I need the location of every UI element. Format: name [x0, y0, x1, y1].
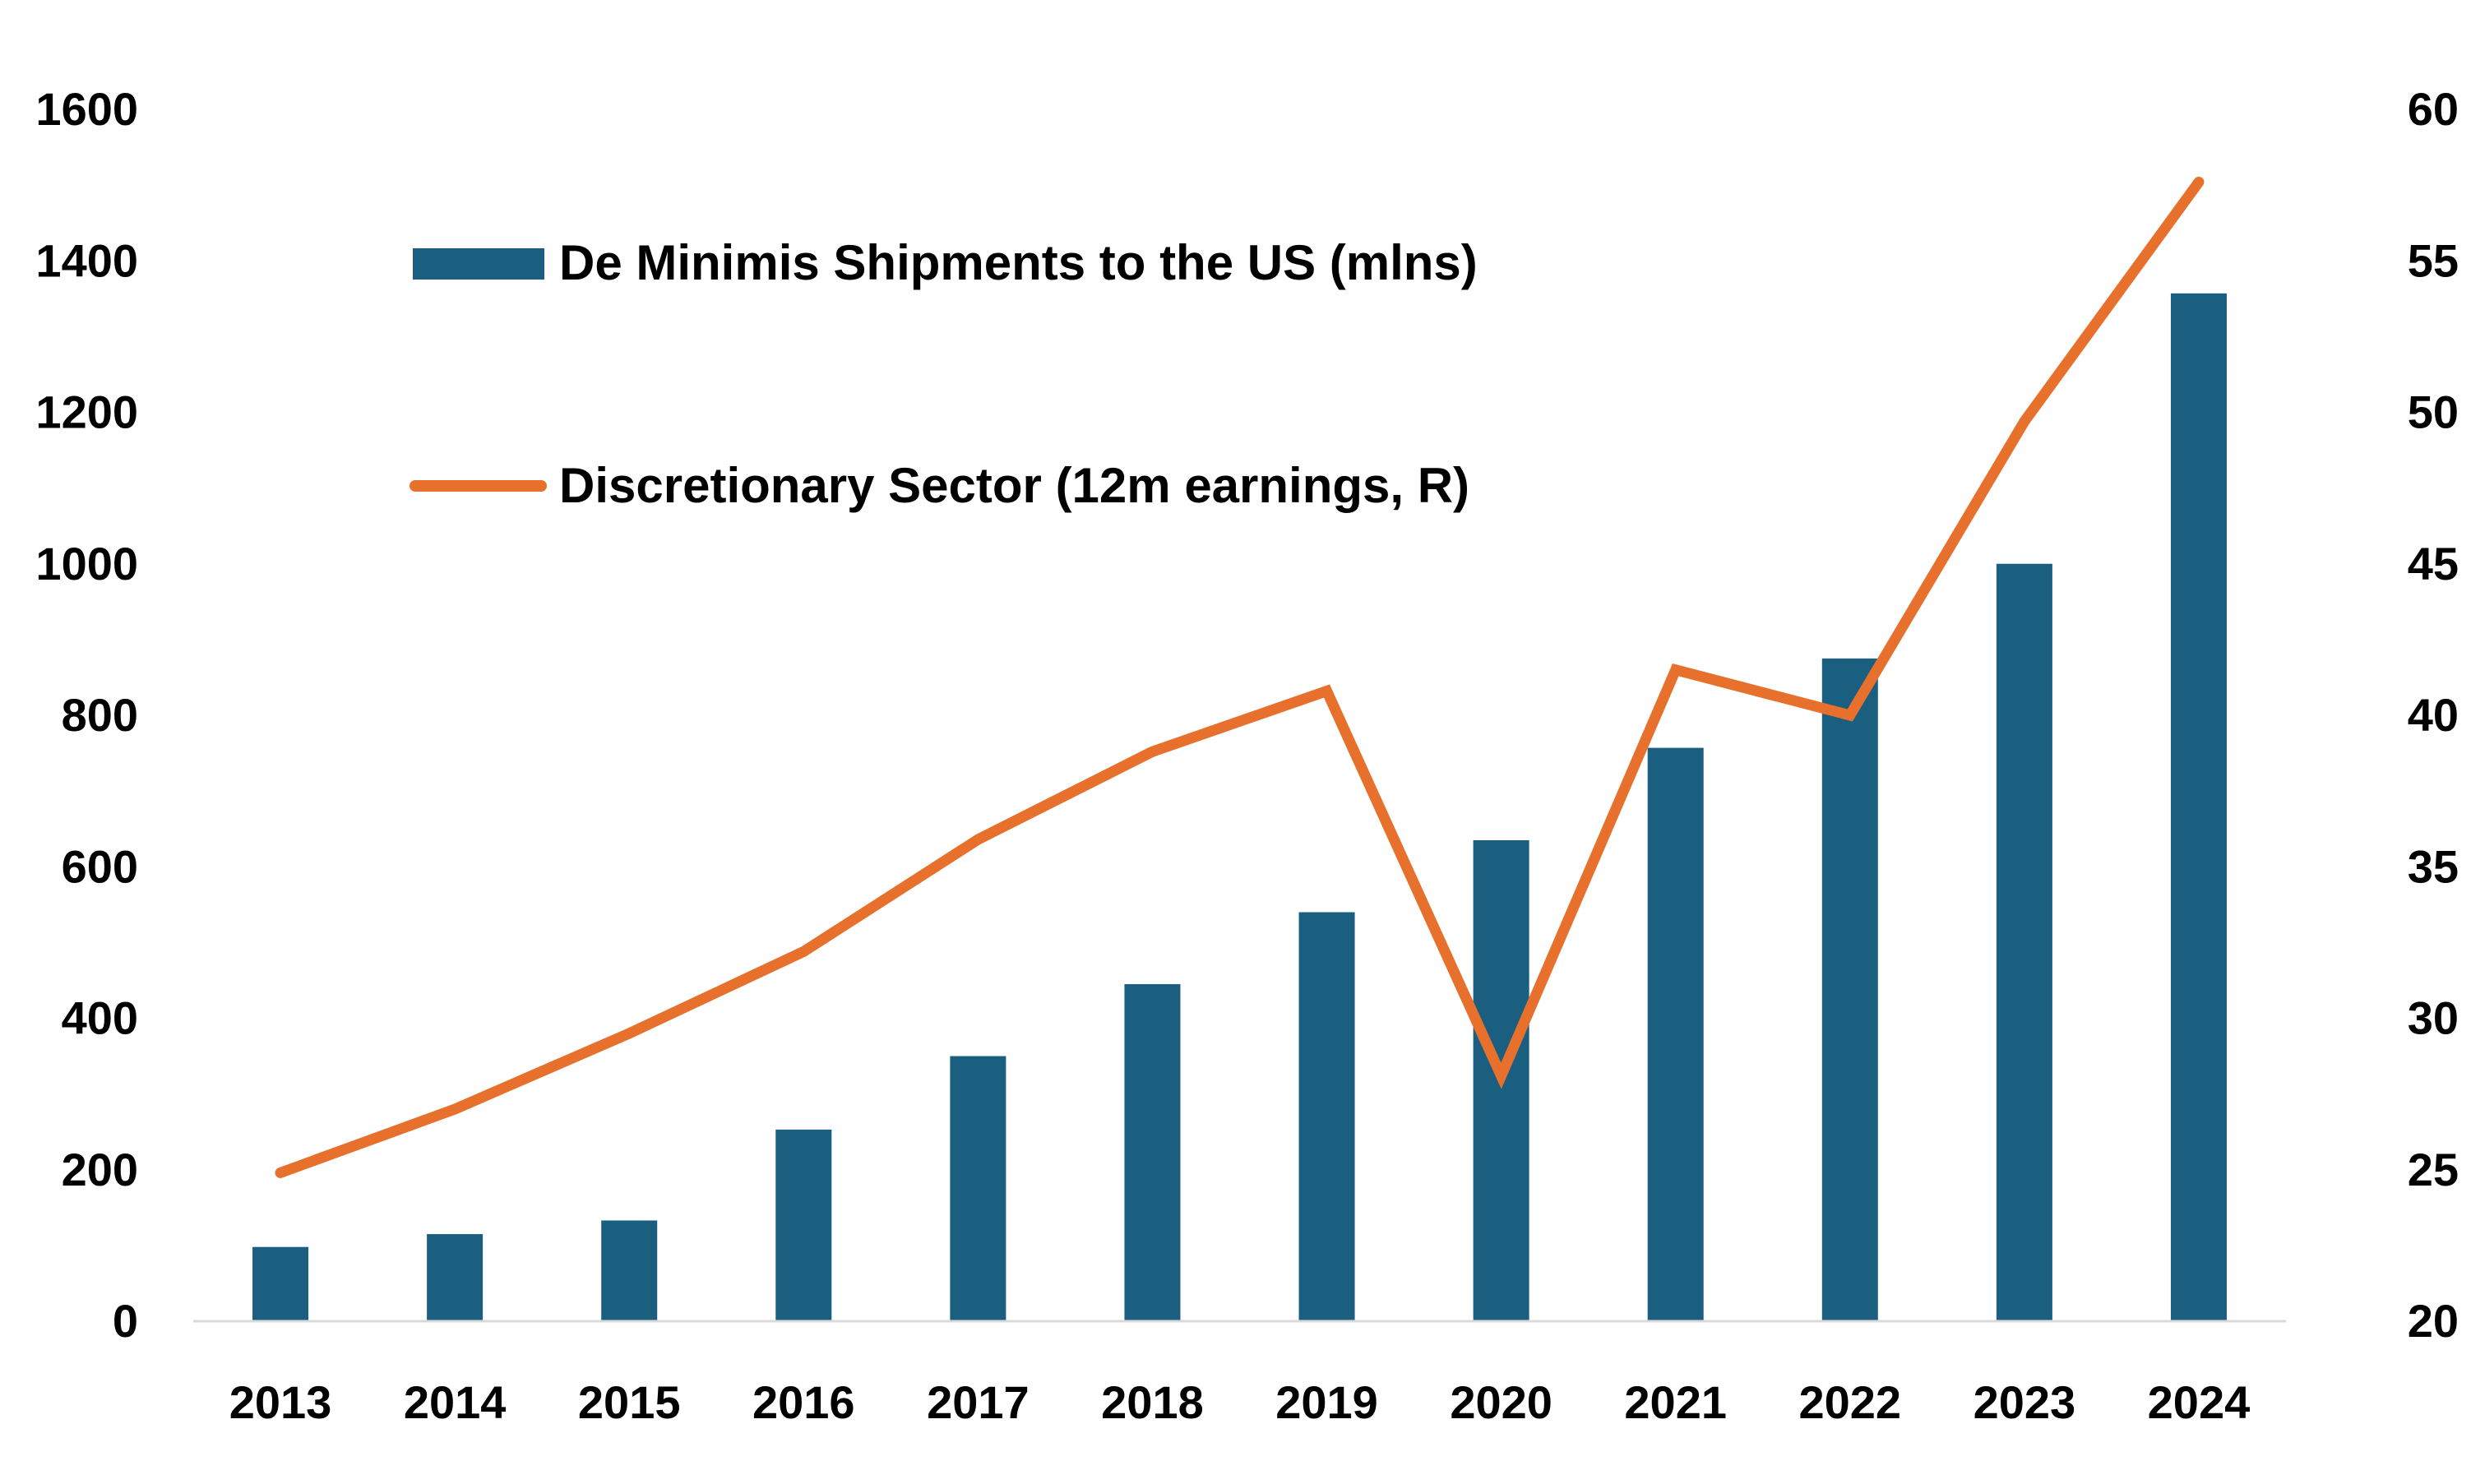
bar-2016 — [775, 1129, 832, 1321]
line-point-2018 — [1151, 751, 1153, 752]
right-tick-label: 30 — [2408, 992, 2459, 1044]
bar-2017 — [950, 1056, 1006, 1321]
bar-2022 — [1821, 658, 1878, 1321]
left-tick-label: 600 — [62, 840, 138, 892]
right-tick-label: 60 — [2408, 83, 2459, 135]
right-tick-label: 55 — [2408, 234, 2459, 286]
left-tick-label: 1600 — [35, 83, 138, 135]
left-tick-label: 1200 — [35, 386, 138, 438]
line-point-2017 — [977, 839, 979, 840]
right-tick-label: 25 — [2408, 1144, 2459, 1195]
line-series-discretionary — [275, 176, 2205, 1178]
left-tick-label: 800 — [62, 689, 138, 741]
x-tick-label: 2022 — [1799, 1376, 1902, 1428]
bars-layer — [252, 293, 2227, 1321]
bar-2015 — [601, 1220, 658, 1321]
x-tick-label: 2013 — [229, 1376, 332, 1428]
x-tick-label: 2015 — [578, 1376, 681, 1428]
x-tick-label: 2020 — [1450, 1376, 1552, 1428]
x-tick-label: 2014 — [404, 1376, 507, 1428]
bar-2024 — [2170, 293, 2227, 1321]
bar-2019 — [1298, 912, 1355, 1321]
line-point-2021 — [1675, 669, 1677, 671]
legend: De Minimis Shipments to the US (mlns) Dis… — [410, 235, 1478, 513]
x-tick-label: 2021 — [1624, 1376, 1727, 1428]
right-tick-label: 35 — [2408, 840, 2459, 892]
bar-2018 — [1124, 984, 1181, 1321]
bar-2014 — [427, 1234, 484, 1321]
left-tick-label: 1000 — [35, 538, 138, 589]
x-tick-label: 2023 — [1974, 1376, 2076, 1428]
x-tick-label: 2016 — [752, 1376, 855, 1428]
right-tick-label: 45 — [2408, 538, 2459, 589]
line-point-2022 — [1849, 714, 1851, 716]
right-tick-label: 40 — [2408, 689, 2459, 741]
x-tick-label: 2019 — [1275, 1376, 1378, 1428]
left-tick-label: 1400 — [35, 234, 138, 286]
line-point-2016 — [803, 950, 804, 952]
line-point-2024 — [2198, 181, 2200, 183]
line-layer — [275, 176, 2205, 1178]
bar-2013 — [252, 1246, 309, 1321]
x-tick-label: 2018 — [1101, 1376, 1204, 1428]
line-point-2013 — [280, 1172, 281, 1173]
tick-labels: 0 200 400 600 800 1000 1200 1400 1600 20 25 30 35 40 4… — [35, 83, 2459, 1428]
legend-swatch-bar — [413, 248, 544, 280]
x-tick-label: 2024 — [2148, 1376, 2251, 1428]
legend-label-line: Discretionary Sector (12m earnings, R) — [559, 458, 1469, 513]
x-tick-label: 2017 — [927, 1376, 1030, 1428]
bar-2021 — [1647, 747, 1704, 1321]
bar-2023 — [1996, 563, 2052, 1321]
left-tick-label: 0 — [113, 1295, 138, 1347]
legend-label-bar: De Minimis Shipments to the US (mlns) — [559, 235, 1478, 290]
right-tick-label: 20 — [2408, 1295, 2459, 1347]
line-point-2020 — [1501, 1075, 1502, 1077]
left-tick-label: 200 — [62, 1144, 138, 1195]
line-point-2014 — [454, 1108, 456, 1110]
right-tick-label: 50 — [2408, 386, 2459, 438]
left-tick-label: 400 — [62, 992, 138, 1044]
